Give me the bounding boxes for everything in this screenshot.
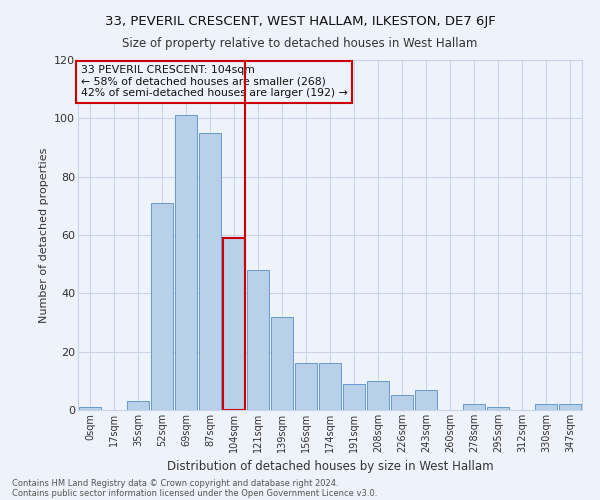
Bar <box>487 407 509 410</box>
Text: Contains HM Land Registry data © Crown copyright and database right 2024.: Contains HM Land Registry data © Crown c… <box>12 478 338 488</box>
Bar <box>367 381 389 410</box>
Bar <box>223 238 245 410</box>
Bar <box>151 203 173 410</box>
Bar <box>271 316 293 410</box>
Text: Size of property relative to detached houses in West Hallam: Size of property relative to detached ho… <box>122 38 478 51</box>
Text: 33 PEVERIL CRESCENT: 104sqm
← 58% of detached houses are smaller (268)
42% of se: 33 PEVERIL CRESCENT: 104sqm ← 58% of det… <box>80 66 347 98</box>
X-axis label: Distribution of detached houses by size in West Hallam: Distribution of detached houses by size … <box>167 460 493 473</box>
Bar <box>79 407 101 410</box>
Bar <box>319 364 341 410</box>
Text: Contains public sector information licensed under the Open Government Licence v3: Contains public sector information licen… <box>12 488 377 498</box>
Bar <box>175 116 197 410</box>
Bar <box>295 364 317 410</box>
Bar <box>415 390 437 410</box>
Bar <box>343 384 365 410</box>
Bar <box>127 401 149 410</box>
Bar <box>559 404 581 410</box>
Bar <box>463 404 485 410</box>
Bar <box>535 404 557 410</box>
Bar <box>247 270 269 410</box>
Text: 33, PEVERIL CRESCENT, WEST HALLAM, ILKESTON, DE7 6JF: 33, PEVERIL CRESCENT, WEST HALLAM, ILKES… <box>104 15 496 28</box>
Bar <box>199 133 221 410</box>
Bar <box>391 396 413 410</box>
Y-axis label: Number of detached properties: Number of detached properties <box>38 148 49 322</box>
